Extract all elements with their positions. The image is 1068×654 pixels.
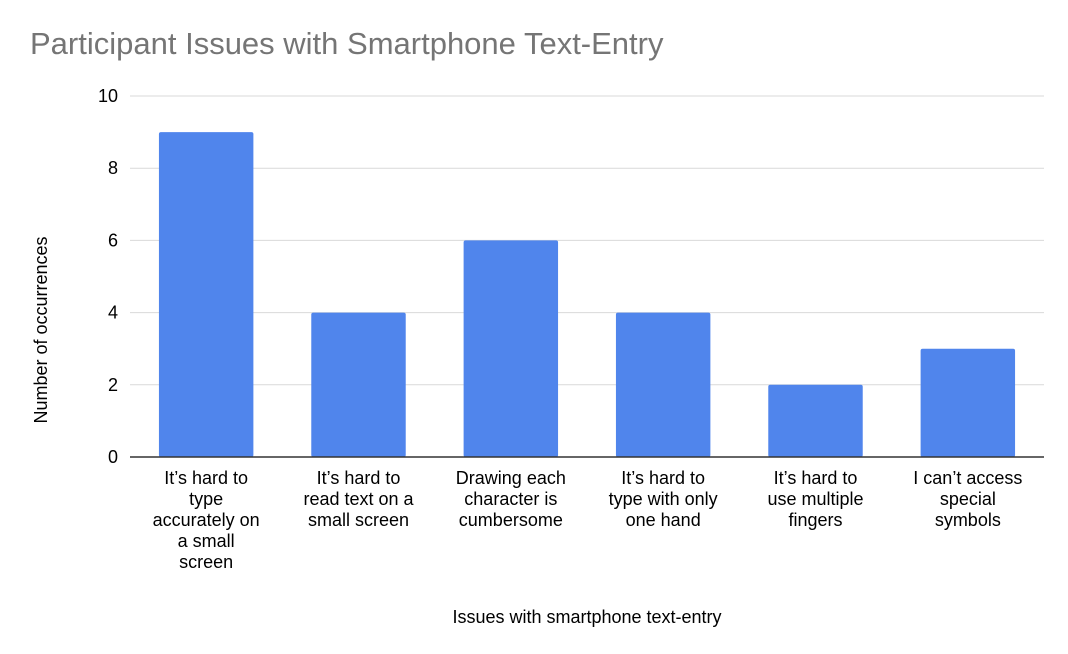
x-category-label-line: It’s hard to: [774, 468, 858, 488]
x-category-label-line: fingers: [788, 510, 842, 530]
x-category-label-line: special: [940, 489, 996, 509]
x-category-label: It’s hard to read text on a small screen: [303, 468, 414, 530]
y-tick-label: 4: [108, 303, 118, 323]
x-category-label-line: cumbersome: [459, 510, 563, 530]
x-category-label: I can’t access special symbols: [913, 468, 1022, 530]
x-category-label-line: read text on a: [303, 489, 414, 509]
bars: [158, 132, 1016, 457]
x-category-label-line: small screen: [308, 510, 409, 530]
x-category-label-line: a small: [178, 531, 235, 551]
bar: [920, 348, 1016, 457]
bar: [158, 132, 254, 457]
x-axis-categories: It’s hard to type accurately on a small scre…: [153, 468, 1023, 572]
x-category-label-line: It’s hard to: [621, 468, 705, 488]
x-category-label-line: Drawing each: [456, 468, 566, 488]
y-tick-label: 10: [98, 86, 118, 106]
x-category-label: Drawing each character is cumbersome: [456, 468, 566, 530]
y-tick-label: 0: [108, 447, 118, 467]
x-category-label-line: symbols: [935, 510, 1001, 530]
y-tick-label: 6: [108, 230, 118, 250]
x-category-label: It’s hard to type accurately on a small scre…: [153, 468, 260, 572]
y-tick-label: 8: [108, 158, 118, 178]
x-category-label: It’s hard to use multiple fingers: [767, 468, 863, 530]
x-category-label-line: It’s hard to: [164, 468, 248, 488]
x-category-label-line: character is: [464, 489, 557, 509]
x-category-label-line: screen: [179, 552, 233, 572]
bar: [311, 312, 406, 457]
y-tick-label: 2: [108, 375, 118, 395]
bar: [768, 384, 863, 457]
x-category-label-line: accurately on: [153, 510, 260, 530]
x-category-label-line: It’s hard to: [317, 468, 401, 488]
bar: [463, 240, 559, 457]
x-category-label-line: type: [189, 489, 223, 509]
y-axis-ticks: 0 2 4 6 8 10: [98, 86, 118, 467]
x-category-label: It’s hard to type with only one hand: [609, 468, 718, 530]
x-category-label-line: use multiple: [767, 489, 863, 509]
x-category-label-line: I can’t access: [913, 468, 1022, 488]
gridlines: [130, 95, 1044, 386]
x-axis-label: Issues with smartphone text-entry: [452, 607, 721, 627]
bar: [615, 312, 711, 457]
x-category-label-line: type with only: [609, 489, 718, 509]
y-axis-label: Number of occurrences: [31, 236, 51, 423]
x-category-label-line: one hand: [626, 510, 701, 530]
chart-title: Participant Issues with Smartphone Text-…: [30, 26, 664, 61]
